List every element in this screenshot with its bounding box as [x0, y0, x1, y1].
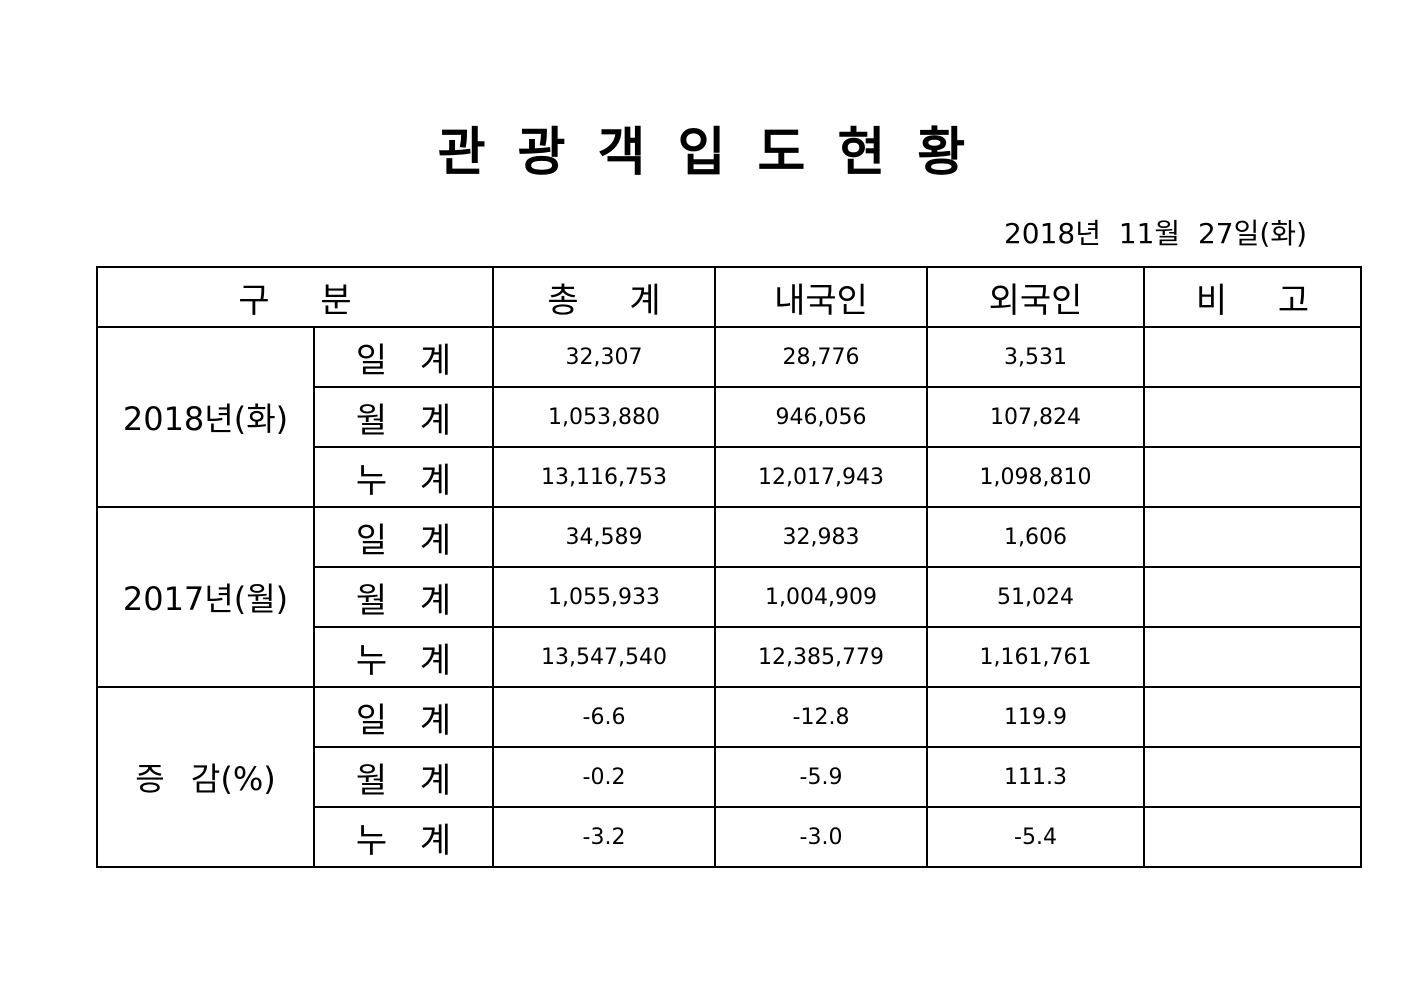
remark-cell	[1143, 806, 1362, 868]
remark-cell	[1143, 686, 1362, 748]
column-header: 총 계	[492, 266, 716, 328]
value-cell: 1,098,810	[926, 446, 1145, 508]
value-cell: 1,606	[926, 506, 1145, 568]
row-label: 누 계	[313, 446, 494, 508]
value-cell: 12,017,943	[714, 446, 928, 508]
data-row: 누 계 -3.2 -3.0 -5.4	[97, 806, 1362, 868]
value-cell: -0.2	[492, 746, 716, 808]
remark-cell	[1143, 326, 1362, 388]
value-cell: -5.9	[714, 746, 928, 808]
value-cell: 1,053,880	[492, 386, 716, 448]
row-label: 누 계	[313, 806, 494, 868]
value-cell: 119.9	[926, 686, 1145, 748]
value-cell: -12.8	[714, 686, 928, 748]
row-label: 일 계	[313, 506, 494, 568]
remark-cell	[1143, 506, 1362, 568]
remark-cell	[1143, 386, 1362, 448]
page-title: 관 광 객 입 도 현 황	[437, 123, 966, 183]
remark-cell	[1143, 446, 1362, 508]
value-cell: 3,531	[926, 326, 1145, 388]
value-cell: 946,056	[714, 386, 928, 448]
remark-cell	[1143, 566, 1362, 628]
group-label: 증 감(%)	[96, 686, 315, 868]
value-cell: 51,024	[926, 566, 1145, 628]
row-label: 누 계	[313, 626, 494, 688]
column-header: 외국인	[926, 266, 1145, 328]
value-cell: 32,307	[492, 326, 716, 388]
value-cell: 107,824	[926, 386, 1145, 448]
value-cell: 1,055,933	[492, 566, 716, 628]
row-label: 월 계	[313, 746, 494, 808]
value-cell: -3.0	[714, 806, 928, 868]
value-cell: 34,589	[492, 506, 716, 568]
row-label: 월 계	[313, 566, 494, 628]
data-row: 2017년(월) 일 계 34,589 32,983 1,606	[96, 506, 1362, 688]
column-header: 비 고	[1143, 266, 1362, 328]
data-row: 월 계 1,055,933 1,004,909 51,024	[97, 566, 1362, 628]
row-label: 월 계	[313, 386, 494, 448]
value-cell: 12,385,779	[714, 626, 928, 688]
data-row: 증 감(%) 일 계 -6.6 -12.8 119.9	[96, 686, 1362, 868]
row-label: 일 계	[313, 686, 494, 748]
column-header: 구 분	[96, 266, 494, 328]
data-row: 월 계 -0.2 -5.9 111.3	[97, 746, 1362, 808]
remark-cell	[1143, 746, 1362, 808]
value-cell: -6.6	[492, 686, 716, 748]
value-cell: 13,547,540	[492, 626, 716, 688]
value-cell: 32,983	[714, 506, 928, 568]
value-cell: 28,776	[714, 326, 928, 388]
data-row: 누 계 13,547,540 12,385,779 1,161,761	[97, 626, 1362, 688]
remark-cell	[1143, 626, 1362, 688]
group-label: 2017년(월)	[96, 506, 315, 688]
value-cell: 111.3	[926, 746, 1145, 808]
value-cell: 1,004,909	[714, 566, 928, 628]
report-date: 2018년 11월 27일(화)	[1003, 217, 1307, 250]
column-header: 내국인	[714, 266, 928, 328]
value-cell: -3.2	[492, 806, 716, 868]
data-row: 2018년(화) 일 계 32,307 28,776 3,531	[96, 326, 1362, 508]
group-label: 2018년(화)	[96, 326, 315, 508]
data-row: 누 계 13,116,753 12,017,943 1,098,810	[97, 446, 1362, 508]
value-cell: -5.4	[926, 806, 1145, 868]
value-cell: 13,116,753	[492, 446, 716, 508]
value-cell: 1,161,761	[926, 626, 1145, 688]
data-row: 월 계 1,053,880 946,056 107,824	[97, 386, 1362, 448]
row-label: 일 계	[313, 326, 494, 388]
